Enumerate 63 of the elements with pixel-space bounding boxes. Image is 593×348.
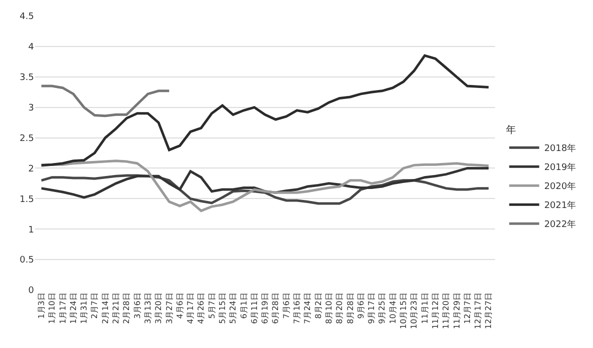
x-tick-label: 12月17日 [474, 292, 483, 329]
y-tick-label: 1.5 [20, 194, 34, 205]
x-tick-label: 2月7日 [90, 292, 100, 319]
x-tick-label: 1月10日 [48, 292, 57, 324]
x-tick-label: 4月6日 [175, 292, 184, 319]
x-tick-label: 10月15日 [399, 292, 408, 329]
x-tick-label: 1月31日 [80, 292, 89, 324]
x-tick-label: 7月16日 [292, 292, 302, 324]
y-tick-label: 1 [28, 225, 34, 236]
legend-label: 2022年 [544, 219, 576, 230]
x-tick-label: 3月6日 [132, 292, 142, 319]
x-tick-label: 1月24日 [68, 292, 78, 324]
line-series [40, 166, 490, 199]
x-tick-label: 3月27日 [164, 292, 174, 324]
x-tick-label: 9月25日 [378, 292, 387, 324]
legend-title: 年 [506, 124, 516, 136]
x-tick-label: 2月28日 [122, 292, 132, 324]
x-tick-label: 8月2日 [314, 292, 323, 319]
x-tick-label: 7月6日 [282, 292, 291, 319]
y-tick-label: 3 [28, 103, 34, 114]
y-tick-label: 0.5 [20, 256, 34, 266]
y-tick-label: 4.5 [20, 12, 34, 22]
x-tick-label: 10月4日 [388, 292, 398, 324]
x-tick-label: 1月17日 [58, 292, 68, 324]
line-series [40, 160, 490, 212]
x-tick-label: 6月28日 [271, 292, 280, 324]
y-tick-label: 4 [28, 42, 34, 53]
y-tick-label: 3.5 [20, 73, 34, 84]
x-tick-label: 12月27日 [484, 292, 494, 329]
x-tick-label: 8月28日 [346, 292, 355, 324]
x-tick-label: 2月14日 [100, 292, 110, 324]
x-tick-label: 8月10日 [324, 292, 334, 324]
x-tick-label: 3月20日 [154, 292, 164, 324]
legend-label: 2018年 [544, 143, 576, 154]
line-series [40, 84, 170, 118]
x-tick-label: 11月29日 [452, 292, 462, 329]
y-tick-label: 2.5 [20, 134, 34, 144]
x-tick-label: 6月1日 [239, 292, 248, 319]
legend-label: 2020年 [544, 181, 576, 192]
x-tick-label: 1月3日 [36, 292, 46, 319]
x-tick-label: 4月17日 [186, 292, 196, 324]
line-series [40, 54, 490, 166]
x-tick-label: 11月20日 [442, 292, 451, 329]
x-tick-label: 12月7日 [462, 292, 472, 324]
x-tick-label: 3月13日 [143, 292, 152, 324]
x-tick-label: 9月6日 [356, 292, 366, 319]
y-tick-label: 0 [28, 286, 34, 296]
x-tick-label: 11月1日 [420, 292, 430, 324]
x-tick-label: 5月24日 [228, 292, 238, 324]
x-tick-label: 10月23日 [410, 292, 419, 329]
y-tick-label: 2 [28, 164, 34, 174]
x-tick-label: 6月19日 [260, 292, 270, 324]
x-tick-label: 4月26日 [196, 292, 206, 324]
legend-label: 2021年 [544, 200, 576, 212]
x-tick-label: 8月20日 [335, 292, 344, 324]
x-tick-label: 11月12日 [430, 292, 440, 329]
x-tick-label: 6月11日 [250, 292, 259, 324]
x-tick-label: 7月24日 [303, 292, 312, 324]
x-tick-label: 9月17日 [367, 292, 376, 324]
x-tick-label: 2月21日 [112, 292, 121, 324]
legend-label: 2019年 [544, 162, 576, 174]
x-tick-label: 5月7日 [207, 292, 216, 319]
x-tick-label: 5月15日 [218, 292, 228, 324]
